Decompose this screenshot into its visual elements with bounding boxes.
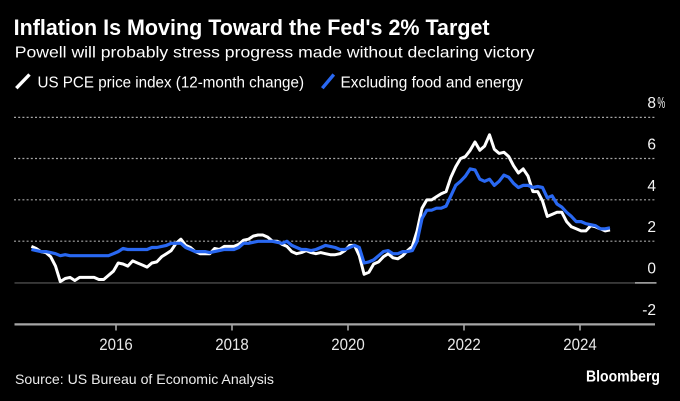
svg-text:%: % — [657, 95, 665, 112]
svg-text:2020: 2020 — [331, 336, 365, 354]
svg-text:Inflation Is Moving Toward the: Inflation Is Moving Toward the Fed's 2% … — [14, 15, 491, 40]
svg-text:2: 2 — [647, 219, 656, 236]
svg-text:Powell will probably stress pr: Powell will probably stress progress mad… — [15, 45, 535, 62]
svg-text:Excluding food and energy: Excluding food and energy — [341, 75, 524, 92]
svg-text:2022: 2022 — [447, 336, 481, 354]
svg-text:0: 0 — [647, 261, 656, 278]
svg-text:2016: 2016 — [99, 336, 133, 354]
svg-text:US PCE price index (12-month c: US PCE price index (12-month change) — [38, 75, 305, 92]
svg-text:4: 4 — [647, 178, 656, 195]
svg-text:2024: 2024 — [563, 336, 597, 354]
svg-text:-2: -2 — [642, 302, 656, 319]
svg-text:6: 6 — [647, 137, 656, 154]
svg-text:Source: US Bureau of Economic: Source: US Bureau of Economic Analysis — [15, 372, 274, 387]
svg-text:2018: 2018 — [215, 336, 249, 354]
svg-text:Bloomberg: Bloomberg — [586, 368, 660, 385]
svg-text:8: 8 — [647, 95, 656, 112]
